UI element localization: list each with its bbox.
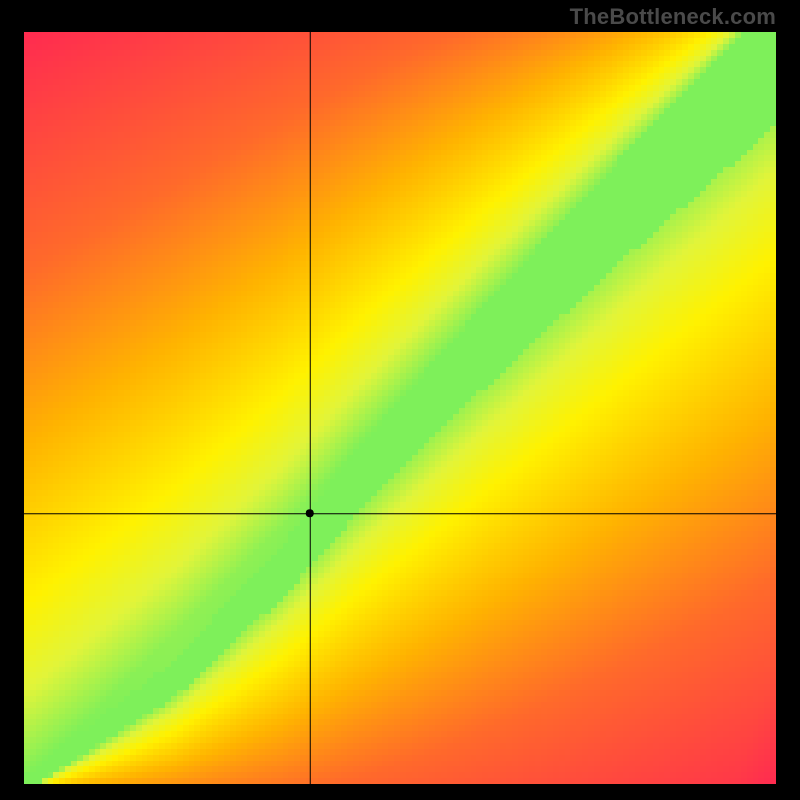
heatmap-canvas [24, 32, 776, 784]
bottleneck-heatmap [24, 32, 776, 784]
watermark-text: TheBottleneck.com [570, 4, 776, 30]
